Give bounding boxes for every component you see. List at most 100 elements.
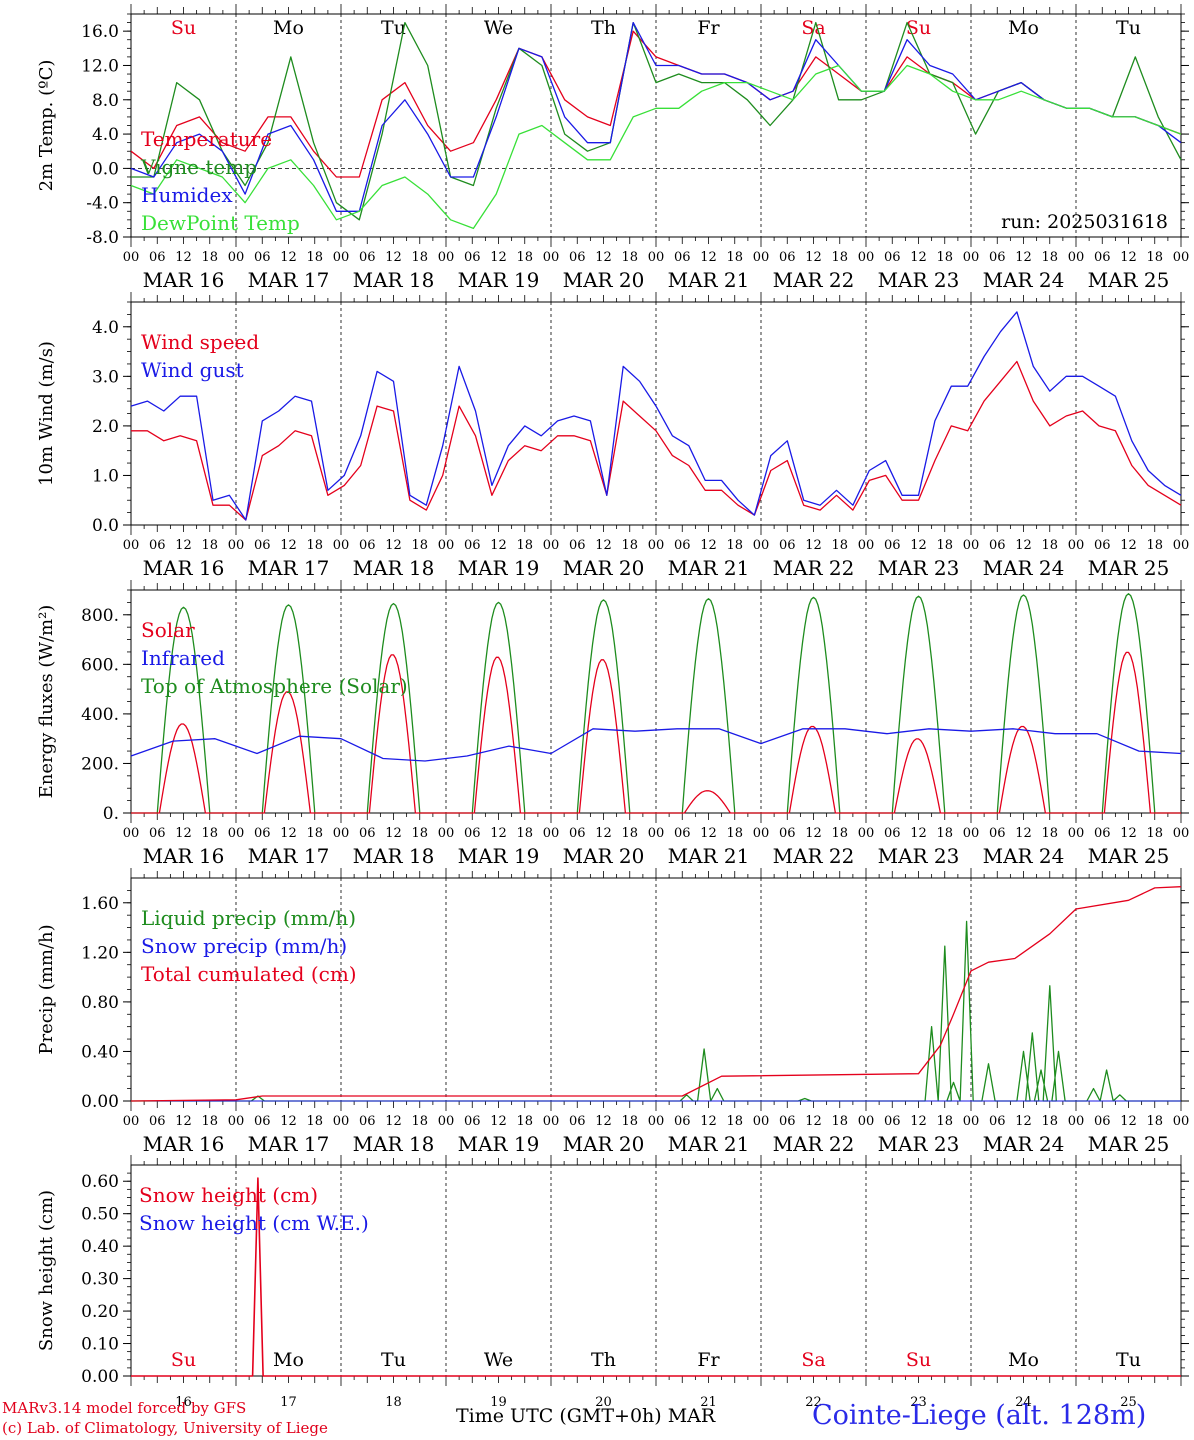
hour-label: 00 <box>648 250 665 265</box>
series-line <box>130 886 1182 1102</box>
hour-label: 18 <box>831 538 848 553</box>
y-tick-label: 0.40 <box>81 1042 119 1062</box>
y-axis-label: Snow height (cm) <box>36 1190 57 1351</box>
y-tick-label: 600. <box>81 655 119 675</box>
hour-label: 00 <box>543 1114 560 1129</box>
hour-label: 18 <box>1041 1114 1058 1129</box>
hour-label: 00 <box>858 1114 875 1129</box>
y-tick-label: 0. <box>103 804 119 824</box>
hour-label: 18 <box>516 826 533 841</box>
hour-label: 00 <box>648 538 665 553</box>
hour-label: 18 <box>831 250 848 265</box>
legend-entry: Wind speed <box>141 330 259 354</box>
hour-label: 00 <box>1068 538 1085 553</box>
hour-label: 00 <box>543 250 560 265</box>
hour-label: 06 <box>1094 826 1111 841</box>
weekday-label: Su <box>171 1349 196 1371</box>
hour-label: 12 <box>700 826 717 841</box>
model-credit: MARv3.14 model forced by GFS <box>2 1399 247 1417</box>
hour-label: 18 <box>1041 826 1058 841</box>
hour-label: 06 <box>884 538 901 553</box>
weekday-label: Mo <box>273 1349 304 1371</box>
hour-label: 00 <box>1173 250 1190 265</box>
legend-entry: Wind gust <box>141 358 244 382</box>
date-label: MAR 17 <box>248 1132 330 1156</box>
chart-panel-4: 1.60 1.20 0.80 0.40 0.00 Precip (mm/h) 00 06 12 1… <box>36 868 1189 1156</box>
hour-label: 18 <box>726 1114 743 1129</box>
date-label: MAR 19 <box>458 844 540 868</box>
hour-label: 06 <box>149 826 166 841</box>
hour-label: 06 <box>779 250 796 265</box>
hour-label: 18 <box>726 826 743 841</box>
time-axis-label: Time UTC (GMT+0h) MAR <box>456 1405 716 1427</box>
hour-label: 06 <box>149 538 166 553</box>
hour-label: 18 <box>1146 1114 1163 1129</box>
chart-panel-2: 4.0 3.0 2.0 1.0 0.0 10m Wind (m/s) 00 06 12 18 00 0… <box>36 292 1189 580</box>
hour-label: 18 <box>936 826 953 841</box>
hour-label: 12 <box>175 826 192 841</box>
y-tick-label: 16.0 <box>81 22 119 42</box>
hour-label: 06 <box>359 538 376 553</box>
hour-label: 18 <box>936 538 953 553</box>
date-label: MAR 21 <box>668 1132 750 1156</box>
hour-label: 18 <box>411 826 428 841</box>
date-label: MAR 24 <box>983 556 1065 580</box>
weekday-label: Sa <box>801 17 825 39</box>
hour-label: 00 <box>543 826 560 841</box>
y-tick-label: 0.40 <box>81 1237 119 1257</box>
y-axis-label: 10m Wind (m/s) <box>36 341 57 486</box>
day-number-label: 18 <box>385 1395 402 1410</box>
date-label: MAR 21 <box>668 556 750 580</box>
hour-label: 06 <box>254 1114 271 1129</box>
hour-label: 06 <box>569 250 586 265</box>
y-tick-label: 4.0 <box>92 125 119 145</box>
plot-frame <box>130 13 1182 238</box>
series-line <box>131 1177 1181 1377</box>
series-line <box>130 21 1182 212</box>
hour-label: 12 <box>1015 250 1032 265</box>
hour-label: 06 <box>359 826 376 841</box>
hour-label: 00 <box>333 538 350 553</box>
hour-label: 00 <box>228 1114 245 1129</box>
date-label: MAR 23 <box>878 268 960 292</box>
hour-label: 12 <box>490 1114 507 1129</box>
date-label: MAR 16 <box>143 844 225 868</box>
hour-label: 12 <box>280 538 297 553</box>
hour-label: 06 <box>254 250 271 265</box>
date-label: MAR 17 <box>248 268 330 292</box>
date-label: MAR 25 <box>1088 556 1170 580</box>
date-label: MAR 17 <box>248 844 330 868</box>
hour-label: 06 <box>1094 1114 1111 1129</box>
weekday-label: Th <box>591 1349 616 1371</box>
y-tick-label: 400. <box>81 705 119 725</box>
hour-label: 00 <box>1173 826 1190 841</box>
y-axis-label: Precip (mm/h) <box>36 924 57 1054</box>
hour-label: 00 <box>123 826 140 841</box>
date-label: MAR 18 <box>353 1132 435 1156</box>
weekday-label: Th <box>591 17 616 39</box>
hour-label: 18 <box>411 538 428 553</box>
day-number-label: 19 <box>490 1395 507 1410</box>
hour-label: 18 <box>726 250 743 265</box>
y-tick-label: 0.0 <box>92 516 119 536</box>
legend-entry: Temperature <box>141 127 272 151</box>
hour-label: 18 <box>306 538 323 553</box>
day-number-label: 22 <box>805 1395 822 1410</box>
hour-label: 06 <box>1094 250 1111 265</box>
date-label: MAR 22 <box>773 1132 855 1156</box>
hour-label: 06 <box>464 538 481 553</box>
date-label: MAR 22 <box>773 556 855 580</box>
legend-entry: Total cumulated (cm) <box>141 962 357 986</box>
y-tick-label: 800. <box>81 606 119 626</box>
hour-label: 06 <box>464 826 481 841</box>
weekday-label: We <box>484 17 513 39</box>
date-label: MAR 20 <box>563 556 645 580</box>
date-label: MAR 19 <box>458 1132 540 1156</box>
hour-label: 00 <box>753 538 770 553</box>
site-title: Cointe-Liege (alt. 128m) <box>812 1400 1147 1431</box>
run-label: run: 2025031618 <box>1001 211 1168 233</box>
hour-label: 06 <box>989 250 1006 265</box>
hour-label: 18 <box>831 1114 848 1129</box>
series-line <box>131 360 1182 521</box>
chart-panel-1: 16.0 12.0 8.0 4.0 0.0 -4.0 -8.0 2m Temp. (ºC) 00… <box>36 4 1189 292</box>
